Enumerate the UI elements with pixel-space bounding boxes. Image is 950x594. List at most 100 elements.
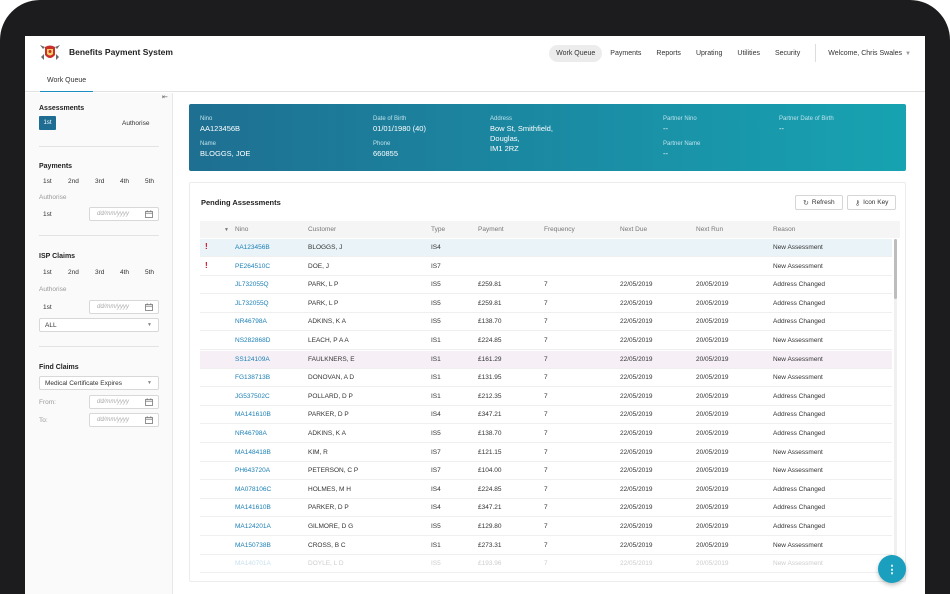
find-claims-select[interactable]: Medical Certificate Expires ▼	[39, 376, 159, 390]
nav-uprating[interactable]: Uprating	[695, 49, 723, 57]
payments-period-3rd[interactable]: 3rd	[95, 178, 105, 185]
payments-authorise-1st[interactable]: 1st	[43, 211, 52, 218]
payments-period-5th[interactable]: 5th	[145, 178, 155, 185]
table-row[interactable]: JL732055Q PARK, L P IS5 £259.81 7 22/05/2019 2…	[200, 295, 892, 313]
cell-nino[interactable]: MA078106C	[235, 485, 272, 493]
table-row[interactable]: JG537502C POLLARD, D P IS1 £212.35 7 22/05/20…	[200, 388, 892, 406]
isp-period-5th[interactable]: 5th	[145, 269, 155, 276]
cell-nino[interactable]: MA124201A	[235, 523, 271, 530]
col-reason[interactable]: Reason	[773, 226, 796, 233]
table-row[interactable]: PH643720A PETERSON, C P IS7 £104.00 7 22/05/2…	[200, 462, 892, 481]
col-next-due[interactable]: Next Due	[620, 226, 648, 233]
cell-nino[interactable]: AA123456B	[235, 244, 270, 251]
col-type[interactable]: Type	[431, 226, 446, 233]
table-row[interactable]: JL732055Q PARK, L P IS5 £259.81 7 22/05/2019 2…	[200, 276, 892, 295]
table-row[interactable]: ! PE264510C DOE, J IS7 New Assessment	[200, 258, 892, 276]
table-row[interactable]: MA148418B KIM, R IS7 £121.15 7 22/05/2019 20/0…	[200, 444, 892, 462]
payments-period-2nd[interactable]: 2nd	[68, 178, 79, 185]
payments-period-1st[interactable]: 1st	[43, 178, 52, 185]
table-row[interactable]: MA140701A DOYLE, L D IS5 £193.96 7 22/05/2019…	[200, 555, 892, 574]
collapse-sidebar-icon[interactable]: ⇤	[162, 94, 168, 101]
cell-next-run: 20/05/2019	[696, 560, 729, 568]
cell-nino[interactable]: MA141610B	[235, 411, 271, 419]
cell-nino[interactable]: JL732055Q	[235, 299, 269, 307]
table-row[interactable]: MA124201A GILMORE, D G IS5 £129.80 7 22/05/20…	[200, 518, 892, 536]
table-row[interactable]: NR46798A ADKINS, K A IS5 £138.70 7 22/05/2019…	[200, 425, 892, 443]
cell-nino[interactable]: NR46798A	[235, 430, 267, 437]
cell-nino[interactable]: NR46798A	[235, 318, 267, 326]
table-row[interactable]: MA141610B PARKER, D P IS4 £347.21 7 22/05/201…	[200, 406, 892, 425]
isp-period-1st[interactable]: 1st	[43, 269, 52, 276]
cell-next-due: 22/05/2019	[620, 355, 653, 363]
cell-nino[interactable]: JG537502C	[235, 392, 270, 400]
cell-type: IS4	[431, 411, 441, 419]
cell-nino[interactable]: MA148418B	[235, 448, 271, 456]
cell-frequency: 7	[544, 374, 548, 382]
table-row[interactable]: FG138713B DONOVAN, A D IS1 £131.95 7 22/05/20…	[200, 369, 892, 388]
table-row[interactable]: ! AA123456B BLOGGS, J IS4 New Assessment	[200, 239, 892, 257]
col-frequency[interactable]: Frequency	[544, 226, 575, 233]
nav-payments[interactable]: Payments	[610, 49, 642, 57]
cell-nino[interactable]: NS282868D	[235, 337, 271, 344]
cell-payment: £273.31	[478, 541, 502, 549]
cell-frequency: 7	[544, 392, 548, 400]
isp-filter-select[interactable]: ALL ▼	[39, 318, 159, 332]
cell-nino[interactable]: JL732055Q	[235, 281, 269, 289]
table-row[interactable]: SS124109A FAULKNERS, E IS1 £161.29 7 22/05/20…	[200, 350, 892, 369]
cell-nino[interactable]: PE264510C	[235, 262, 271, 270]
assessments-authorise-button[interactable]: Authorise	[122, 120, 150, 127]
cell-nino[interactable]: MA140701A	[235, 560, 271, 568]
isp-period-4th[interactable]: 4th	[120, 269, 130, 276]
sort-down-icon[interactable]: ▼	[224, 227, 229, 233]
cell-reason: Address Changed	[773, 392, 826, 400]
isp-date-input[interactable]: dd/mm/yyyy	[89, 300, 159, 314]
isp-period-2nd[interactable]: 2nd	[68, 269, 79, 276]
col-payment[interactable]: Payment	[478, 226, 504, 233]
table-row[interactable]: NR46798A ADKINS, K A IS5 £138.70 7 22/05/2019…	[200, 313, 892, 332]
isp-period-3rd[interactable]: 3rd	[95, 269, 105, 276]
col-next-run[interactable]: Next Run	[696, 226, 724, 233]
isp-authorise-1st[interactable]: 1st	[43, 304, 52, 311]
table-row[interactable]: MA150738B CROSS, B C IS1 £273.31 7 22/05/2019…	[200, 537, 892, 555]
nav-reports[interactable]: Reports	[656, 49, 681, 57]
table-row[interactable]: NS282868D LEACH, P A A IS1 £224.85 7 22/05/20…	[200, 332, 892, 350]
payments-date-input[interactable]: dd/mm/yyyy	[89, 207, 159, 221]
cell-next-run: 20/05/2019	[696, 541, 729, 549]
cell-nino[interactable]: PH643720A	[235, 467, 271, 475]
nav-divider	[815, 44, 817, 62]
cell-next-run: 20/05/2019	[696, 374, 729, 382]
cell-nino[interactable]: SS124109A	[235, 355, 270, 363]
user-greeting: Welcome, Chris Swales	[828, 49, 903, 57]
payments-heading: Payments	[39, 163, 73, 170]
from-date-input[interactable]: dd/mm/yyyy	[89, 395, 159, 409]
table-row[interactable]: MA078106C HOLMES, M H IS4 £224.85 7 22/05/201…	[200, 481, 892, 499]
cell-customer: PETERSON, C P	[308, 467, 359, 475]
table-row[interactable]: MA141610B PARKER, D P IS4 £347.21 7 22/05/201…	[200, 499, 892, 518]
icon-key-button[interactable]: ⚷ Icon Key	[847, 195, 897, 210]
partner-nino-label: Partner Nino	[663, 116, 697, 122]
cell-frequency: 7	[544, 448, 548, 456]
cell-reason: Address Changed	[773, 504, 826, 512]
tab-work-queue[interactable]: Work Queue	[40, 77, 94, 92]
table-scrollbar[interactable]	[894, 239, 897, 579]
user-menu[interactable]: Welcome, Chris Swales ▼	[824, 45, 915, 62]
cell-frequency: 7	[544, 504, 548, 512]
more-actions-button[interactable]: ⋮	[878, 555, 906, 583]
nav-work-queue[interactable]: Work Queue	[549, 44, 603, 62]
cell-nino[interactable]: MA150738B	[235, 541, 271, 549]
icon-key-label: Icon Key	[863, 199, 889, 206]
cell-nino[interactable]: MA141610B	[235, 504, 271, 512]
nav-utilities[interactable]: Utilities	[737, 49, 760, 57]
refresh-button[interactable]: ↻ Refresh	[795, 195, 843, 210]
nav-security[interactable]: Security	[774, 49, 801, 57]
payments-period-4th[interactable]: 4th	[120, 178, 130, 185]
cell-next-run: 20/05/2019	[696, 281, 729, 289]
address-line-1: Bow St, Smithfield,	[490, 124, 553, 133]
cell-nino[interactable]: FG138713B	[235, 374, 271, 382]
cell-next-due: 22/05/2019	[620, 541, 653, 549]
col-nino[interactable]: Nino	[235, 226, 249, 233]
scrollbar-thumb[interactable]	[894, 239, 897, 299]
to-date-input[interactable]: dd/mm/yyyy	[89, 413, 159, 427]
assessments-1st-button[interactable]: 1st	[39, 116, 56, 130]
col-customer[interactable]: Customer	[308, 226, 337, 233]
